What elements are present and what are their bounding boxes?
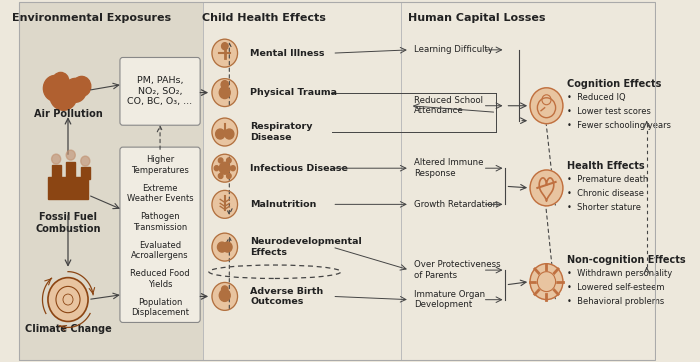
Text: Mental Illness: Mental Illness: [251, 49, 325, 58]
Circle shape: [212, 282, 237, 310]
Circle shape: [43, 75, 67, 101]
Circle shape: [52, 154, 61, 164]
Text: Higher
Temperatures: Higher Temperatures: [131, 155, 189, 175]
Circle shape: [225, 129, 234, 139]
Circle shape: [231, 166, 235, 171]
Circle shape: [222, 286, 228, 293]
Circle shape: [219, 87, 230, 98]
Circle shape: [530, 264, 563, 299]
Text: Reduced Food
Yields: Reduced Food Yields: [130, 269, 190, 289]
Circle shape: [212, 39, 237, 67]
Text: •  Behavioral problems: • Behavioral problems: [568, 297, 665, 306]
Text: Child Health Effects: Child Health Effects: [202, 13, 326, 23]
Text: •  Withdrawn personality: • Withdrawn personality: [568, 269, 673, 278]
Text: •  Lower test scores: • Lower test scores: [568, 107, 651, 116]
Circle shape: [212, 233, 237, 261]
Circle shape: [212, 190, 237, 218]
Circle shape: [227, 173, 231, 178]
Circle shape: [218, 158, 223, 163]
FancyBboxPatch shape: [120, 147, 200, 323]
Circle shape: [219, 290, 230, 302]
Circle shape: [80, 156, 90, 166]
Bar: [52, 165, 61, 179]
Text: Environmental Exposures: Environmental Exposures: [12, 13, 171, 23]
Text: Pathogen
Transmission: Pathogen Transmission: [133, 212, 187, 232]
Circle shape: [212, 118, 237, 146]
Bar: [80, 167, 90, 179]
Text: Climate Change: Climate Change: [25, 324, 111, 334]
Text: Cognition Effects: Cognition Effects: [568, 79, 662, 89]
Text: Extreme
Weather Events: Extreme Weather Events: [127, 184, 193, 203]
Text: •  Fewer schooling years: • Fewer schooling years: [568, 121, 671, 130]
Circle shape: [50, 80, 77, 110]
Text: Air Pollution: Air Pollution: [34, 109, 102, 119]
Text: Adverse Birth
Outcomes: Adverse Birth Outcomes: [251, 287, 323, 306]
Text: Non-cognition Effects: Non-cognition Effects: [568, 255, 686, 265]
Circle shape: [530, 170, 563, 206]
Circle shape: [216, 129, 225, 139]
Text: Altered Immune
Response: Altered Immune Response: [414, 159, 484, 178]
Text: Health Effects: Health Effects: [568, 161, 645, 171]
Text: Growth Retardation: Growth Retardation: [414, 200, 498, 209]
Circle shape: [227, 158, 231, 163]
Circle shape: [64, 79, 86, 102]
FancyBboxPatch shape: [19, 2, 203, 360]
Circle shape: [212, 154, 237, 182]
Circle shape: [222, 43, 228, 50]
Circle shape: [538, 272, 556, 291]
Text: Infectious Disease: Infectious Disease: [251, 164, 348, 173]
Text: Immature Organ
Development: Immature Organ Development: [414, 290, 486, 310]
Text: •  Lowered self-esteem: • Lowered self-esteem: [568, 283, 665, 292]
Circle shape: [73, 76, 91, 96]
Text: Human Capital Losses: Human Capital Losses: [409, 13, 546, 23]
Text: PM, PAHs,
NO₂, SO₂,
CO, BC, O₃, ...: PM, PAHs, NO₂, SO₂, CO, BC, O₃, ...: [127, 76, 192, 106]
Text: Learning Difficulty: Learning Difficulty: [414, 45, 494, 54]
Text: Population
Displacement: Population Displacement: [131, 298, 189, 317]
Circle shape: [52, 72, 69, 90]
Bar: [66, 162, 76, 179]
Text: Neurodevelopmental
Effects: Neurodevelopmental Effects: [251, 237, 362, 257]
Circle shape: [219, 162, 230, 174]
FancyBboxPatch shape: [120, 58, 200, 125]
Text: Evaluated
Acroallergens: Evaluated Acroallergens: [131, 241, 189, 260]
Bar: [48, 177, 88, 199]
Text: Fossil Fuel
Combustion: Fossil Fuel Combustion: [35, 212, 101, 233]
Text: Over Protectiveness
of Parents: Over Protectiveness of Parents: [414, 260, 501, 280]
Text: •  Premature death: • Premature death: [568, 176, 649, 185]
Circle shape: [48, 278, 88, 321]
Circle shape: [218, 242, 227, 252]
Circle shape: [221, 81, 228, 89]
Circle shape: [212, 79, 237, 106]
Circle shape: [66, 150, 76, 160]
Text: Reduced School
Attendance: Reduced School Attendance: [414, 96, 483, 115]
Circle shape: [223, 242, 232, 252]
Text: •  Chronic disease: • Chronic disease: [568, 189, 645, 198]
Text: •  Shorter stature: • Shorter stature: [568, 203, 641, 212]
Circle shape: [530, 88, 563, 124]
Text: Malnutrition: Malnutrition: [251, 200, 316, 209]
Circle shape: [214, 166, 219, 171]
Text: •  Reduced IQ: • Reduced IQ: [568, 93, 626, 102]
Text: Physical Trauma: Physical Trauma: [251, 88, 337, 97]
Text: Respiratory
Disease: Respiratory Disease: [251, 122, 313, 142]
Circle shape: [218, 173, 223, 178]
